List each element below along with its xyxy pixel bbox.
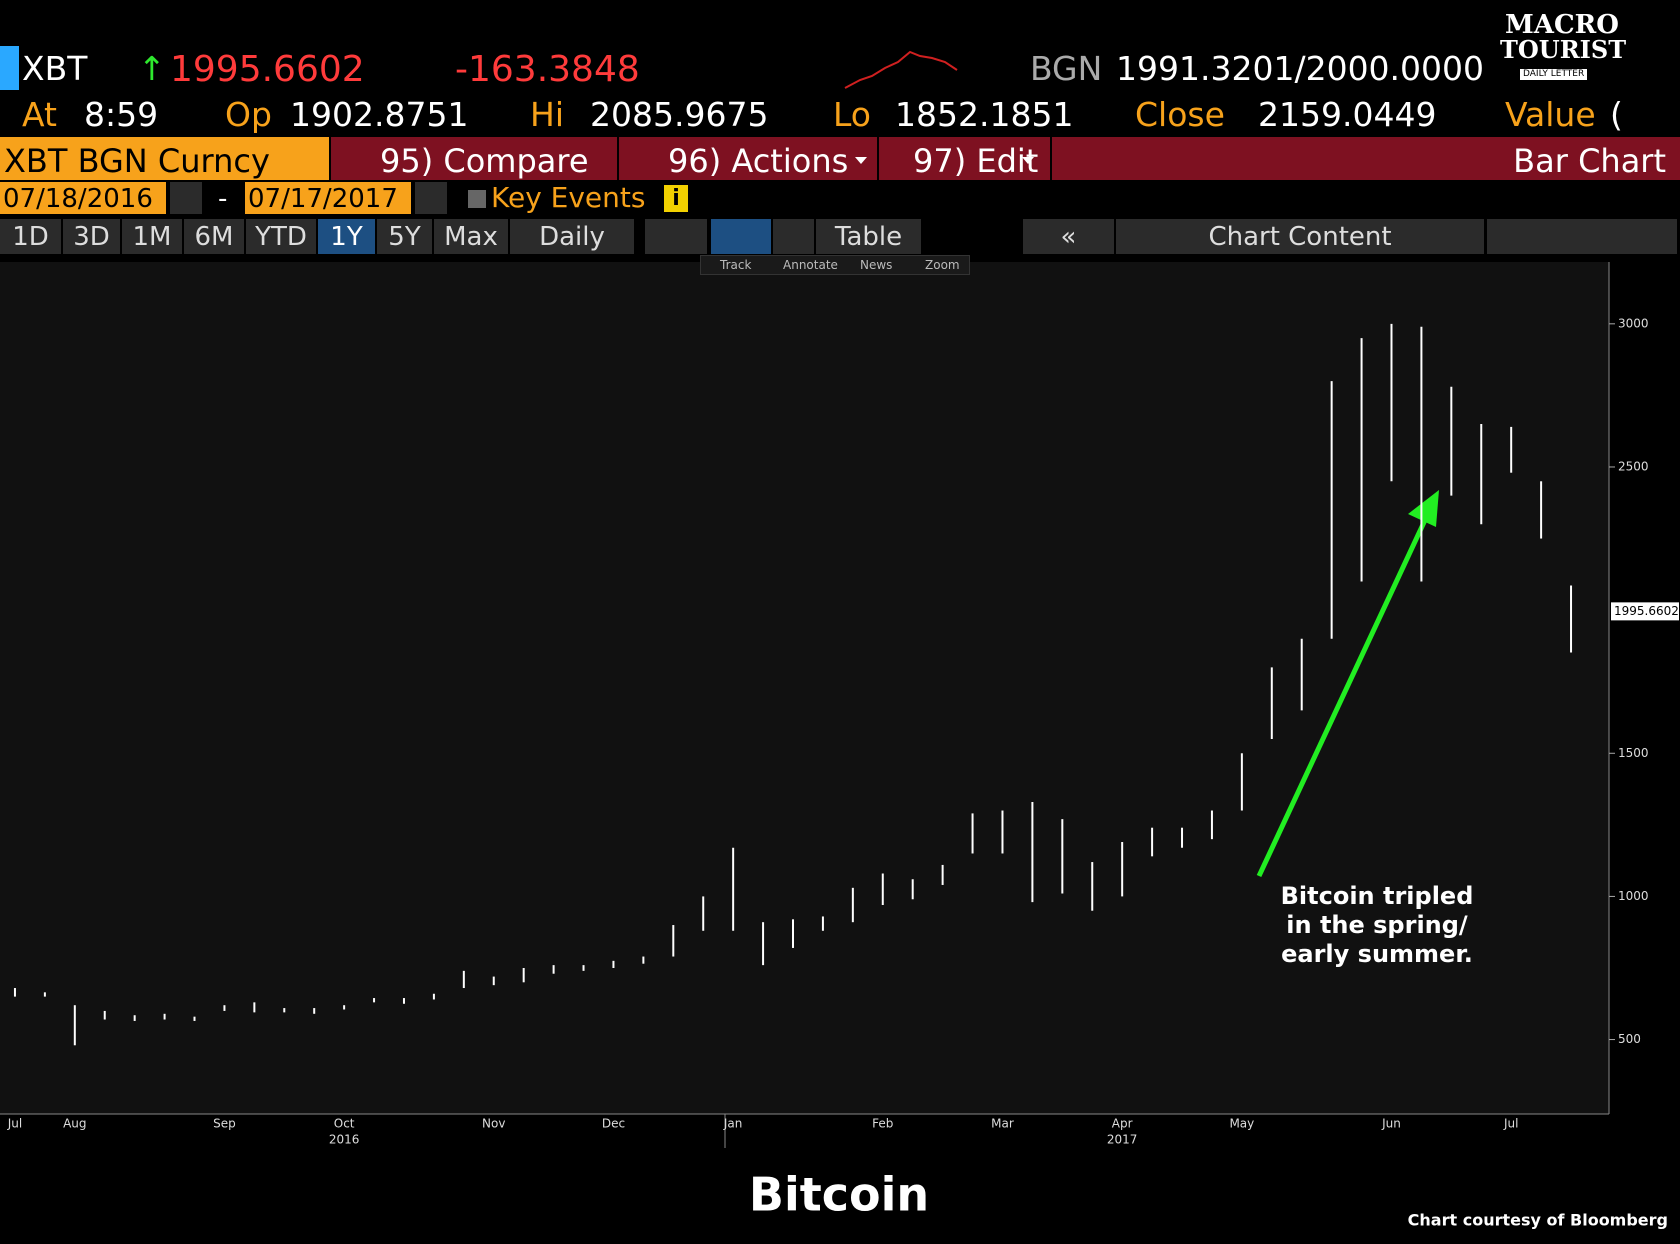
key-events[interactable]: Key Events [491, 181, 646, 214]
info-icon[interactable]: i [664, 185, 688, 212]
end-date[interactable]: 07/17/2017 [248, 184, 398, 214]
annotation: early summer. [1281, 940, 1473, 968]
calendar-icon[interactable] [415, 182, 447, 214]
checkbox[interactable] [468, 190, 486, 208]
dropdown-button[interactable] [773, 219, 814, 254]
x-tick-label: Oct [334, 1117, 355, 1131]
date-box[interactable] [245, 182, 411, 214]
stat-value: 1852.1851 [895, 95, 1074, 134]
x-tick-label: May [1229, 1117, 1254, 1131]
bid-ask: 1991.3201/2000.0000 [1116, 49, 1485, 88]
bar-chart-button[interactable] [711, 219, 771, 254]
last-price: 1995.6602 [170, 49, 365, 90]
stat-label: Lo [833, 95, 871, 134]
period-button[interactable]: 1Y [318, 219, 375, 254]
annotation: in the spring/ [1286, 911, 1468, 939]
security-box [0, 137, 329, 180]
menu-separator [1050, 137, 1052, 180]
stat-label: Op [225, 95, 272, 134]
settings-button[interactable] [1487, 219, 1677, 254]
stat-label: Value [1505, 95, 1596, 134]
stat-label: At [22, 95, 57, 134]
stat-value: ( [1610, 95, 1623, 134]
dropdown-caret [855, 157, 867, 164]
line-chart-button[interactable] [645, 219, 707, 254]
y-tick-label: 1500 [1618, 746, 1649, 760]
arrow-head [1408, 490, 1439, 527]
calendar-icon[interactable] [170, 182, 202, 214]
period-button[interactable]: 3D [63, 219, 120, 254]
table-button[interactable]: Table [816, 219, 921, 254]
frequency-button[interactable]: Daily [510, 219, 634, 254]
collapse-button[interactable]: « [1023, 219, 1114, 254]
x-tick-label: Dec [602, 1117, 625, 1131]
stat-value: 1902.8751 [290, 95, 469, 134]
period-button[interactable]: 6M [184, 219, 244, 254]
tool-button[interactable]: News [860, 258, 893, 272]
period-button[interactable]: Max [434, 219, 508, 254]
menu-item[interactable]: 97) Edit [913, 142, 1039, 180]
tool-button[interactable]: Zoom [925, 258, 960, 272]
date-separator: - [218, 184, 228, 214]
date-box[interactable] [0, 182, 166, 214]
x-tick-label: Jul [7, 1117, 22, 1131]
y-tick-label: 1000 [1618, 889, 1649, 903]
menu-item[interactable]: 96) Actions [668, 142, 849, 180]
logo: MACRO [1505, 10, 1619, 40]
x-tick-label: Nov [482, 1117, 505, 1131]
tool-button[interactable]: Track [720, 258, 752, 272]
period-button[interactable]: 1M [122, 219, 182, 254]
last-price-box [1611, 602, 1679, 621]
ticker: XBT [22, 49, 88, 88]
arrow [1256, 516, 1429, 878]
ticker-marker [0, 46, 19, 90]
x-tick-label: Jul [1503, 1117, 1518, 1131]
x-tick-label: Sep [213, 1117, 236, 1131]
sparkline [844, 50, 958, 89]
x-tick-label: Apr [1112, 1117, 1133, 1131]
last-price-label: 1995.6602 [1614, 604, 1679, 618]
y-tick-label: 3000 [1618, 316, 1649, 330]
credit: Chart courtesy of Bloomberg [1408, 1211, 1668, 1230]
period-button[interactable]: YTD [246, 219, 316, 254]
stat-value: 8:59 [84, 95, 159, 134]
stat-value: 2159.0449 [1258, 95, 1437, 134]
stat-label: Hi [530, 95, 564, 134]
chart-content-button[interactable]: Chart Content [1116, 219, 1484, 254]
period-button[interactable]: 5Y [377, 219, 432, 254]
start-date[interactable]: 07/18/2016 [3, 184, 153, 214]
plot-area [0, 262, 1609, 1114]
tool-button[interactable]: Annotate [783, 258, 838, 272]
x-tick-label: Aug [63, 1117, 86, 1131]
period-button[interactable]: 1D [0, 219, 61, 254]
menu-item[interactable]: 95) Compare [380, 142, 589, 180]
x-tick-label: Mar [991, 1117, 1014, 1131]
security: XBT BGN Curncy [4, 142, 270, 180]
logo: TOURIST [1500, 35, 1627, 64]
dropdown-caret [1022, 157, 1034, 164]
logo: DAILY LETTER [1520, 69, 1588, 80]
stat-label: Close [1135, 95, 1225, 134]
menu-separator [877, 137, 879, 180]
source: BGN [1030, 49, 1103, 88]
net-change: -163.3848 [455, 49, 640, 90]
chart-title: Bitcoin [749, 1168, 929, 1222]
annotation: Bitcoin tripled [1281, 882, 1474, 910]
x-tick-label: Jun [1381, 1117, 1401, 1131]
stat-value: 2085.9675 [590, 95, 769, 134]
menu-bar [331, 137, 1680, 180]
chart-type[interactable]: Bar Chart [1513, 142, 1666, 180]
x-tick-label: Jan [723, 1117, 743, 1131]
year-label: 2016 [329, 1133, 360, 1147]
year-label: 2017 [1107, 1133, 1138, 1147]
up-arrow: ↑ [138, 49, 166, 88]
x-tick-label: Feb [872, 1117, 893, 1131]
tool-strip [700, 255, 970, 275]
y-tick-label: 2500 [1618, 459, 1649, 473]
y-tick-label: 500 [1618, 1032, 1641, 1046]
menu-separator [617, 137, 619, 180]
